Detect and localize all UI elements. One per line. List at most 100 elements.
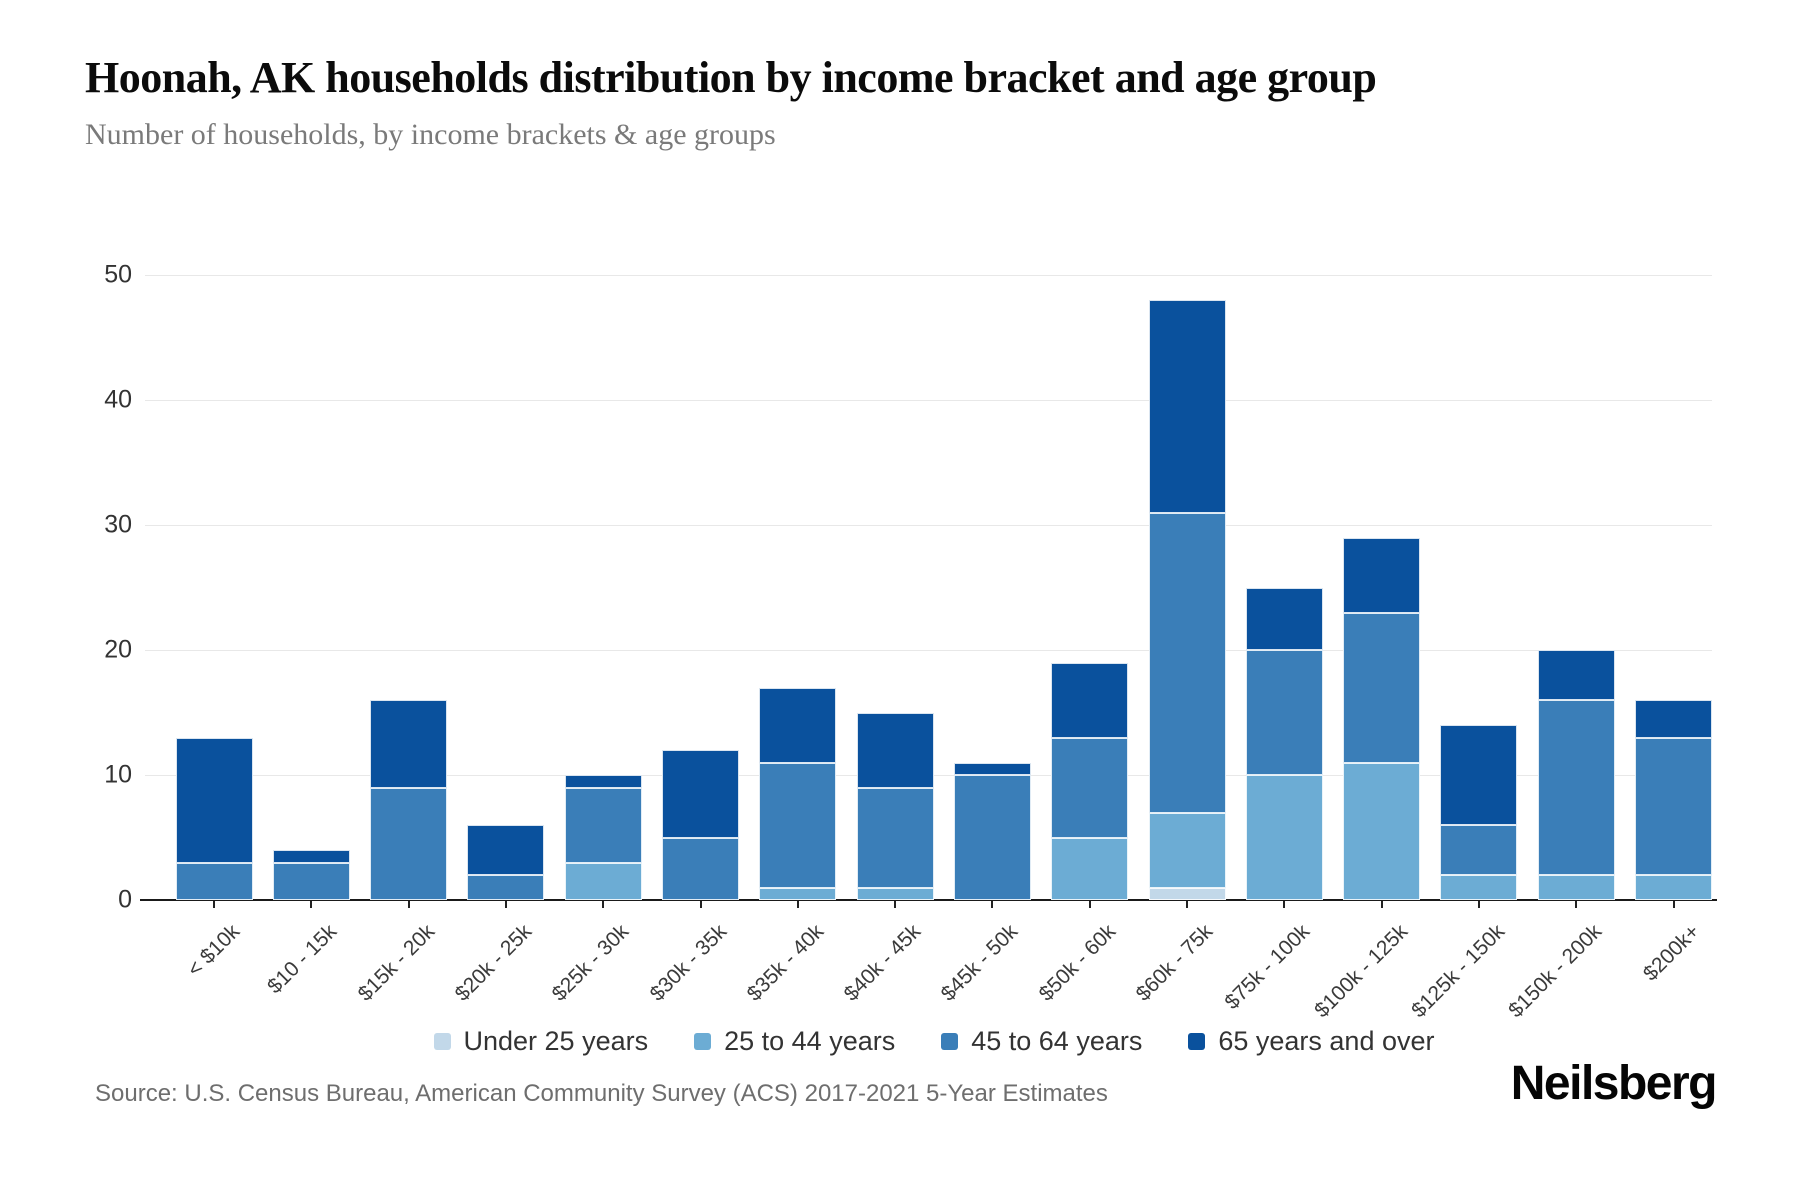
x-axis-tick	[1186, 901, 1188, 908]
legend-label: 65 years and over	[1218, 1026, 1435, 1056]
bar-segment[interactable]	[856, 712, 934, 788]
bar-segment[interactable]	[564, 862, 642, 900]
legend-swatch	[1188, 1033, 1206, 1050]
x-axis-tick-label: $30k - 35k	[645, 920, 731, 1006]
x-axis-tick-label: $100k - 125k	[1309, 920, 1412, 1023]
x-axis-tick-label: < $10k	[182, 920, 245, 982]
x-axis-tick	[796, 901, 799, 908]
bar-segment[interactable]	[1343, 612, 1421, 763]
neilsberg-logo: Neilsberg	[1510, 1057, 1718, 1110]
legend-label: Under 25 years	[463, 1026, 649, 1056]
bar-segment[interactable]	[467, 875, 545, 900]
x-axis-tick	[1380, 901, 1383, 908]
bar-segment[interactable]	[1440, 725, 1518, 825]
x-axis-tick-label: $35k - 40k	[742, 920, 829, 1006]
x-axis-tick	[1672, 901, 1675, 908]
bar-segment[interactable]	[1635, 700, 1712, 738]
legend-swatch	[941, 1033, 959, 1050]
bar-segment[interactable]	[953, 762, 1031, 775]
bar-segment[interactable]	[759, 687, 837, 763]
bar-segment[interactable]	[1245, 587, 1323, 650]
y-axis-tick-label: 30	[104, 510, 132, 539]
x-axis-tick	[1283, 901, 1286, 908]
bar-segment[interactable]	[564, 787, 642, 863]
bar-segment[interactable]	[370, 700, 448, 788]
bar-segment[interactable]	[1635, 875, 1712, 900]
y-axis-tick-label: 0	[118, 885, 132, 914]
x-axis-tick	[991, 901, 994, 908]
bar-segment[interactable]	[272, 850, 350, 863]
y-axis-tick-label: 40	[104, 385, 132, 414]
chart-legend: Under 25 years 25 to 44 years 45 to 64 yea…	[34, 1026, 1800, 1057]
x-axis-tick-label: $150k - 200k	[1504, 920, 1607, 1023]
page-title: Hoonah, AK households distribution by in…	[85, 53, 1377, 102]
x-axis-tick	[699, 901, 702, 908]
bar-segment[interactable]	[175, 862, 253, 900]
bar-segment[interactable]	[1051, 837, 1129, 900]
bar-segment[interactable]	[1635, 737, 1712, 875]
bar-segment[interactable]	[1440, 825, 1518, 875]
y-axis-tick-label: 50	[104, 260, 132, 289]
bar-segment[interactable]	[856, 787, 934, 888]
bar-segment[interactable]	[1537, 875, 1615, 900]
x-axis-tick-label: $125k - 150k	[1407, 920, 1510, 1023]
x-axis-tick	[407, 901, 410, 908]
gridline	[145, 525, 1712, 526]
x-axis-tick-label: $10 - 15k	[263, 920, 342, 999]
x-axis-tick	[602, 901, 605, 908]
bar-segment[interactable]	[856, 887, 934, 900]
bar-segment[interactable]	[759, 762, 837, 888]
legend-item[interactable]: Under 25 years	[433, 1026, 649, 1057]
x-axis-tick-label: $75k - 100k	[1220, 920, 1315, 1014]
bar-segment[interactable]	[564, 775, 642, 788]
bar-segment[interactable]	[1537, 650, 1615, 700]
bar-segment[interactable]	[662, 750, 739, 838]
bar-segment[interactable]	[1343, 537, 1421, 613]
page-subtitle: Number of households, by income brackets…	[85, 118, 776, 151]
x-axis-tick-label: $200k+	[1638, 920, 1704, 986]
bar-segment[interactable]	[953, 775, 1031, 900]
x-axis-tick-label: $50k - 60k	[1034, 920, 1120, 1006]
x-axis-tick-label: $40k - 45k	[839, 920, 926, 1006]
x-axis-tick-label: $25k - 30k	[547, 920, 634, 1006]
y-axis-tick-label: 10	[104, 760, 132, 789]
legend-item[interactable]: 45 to 64 years	[941, 1026, 1142, 1057]
bar-segment[interactable]	[1148, 812, 1226, 888]
bar-segment[interactable]	[662, 837, 739, 900]
x-axis-tick	[894, 901, 897, 908]
x-axis-tick	[213, 901, 215, 908]
legend-item[interactable]: 65 years and over	[1188, 1026, 1435, 1057]
x-axis-tick-label: $20k - 25k	[450, 920, 537, 1006]
bar-segment[interactable]	[1148, 512, 1226, 813]
legend-item[interactable]: 25 to 44 years	[694, 1026, 895, 1057]
x-axis-tick-label: $60k - 75k	[1131, 920, 1218, 1006]
bar-segment[interactable]	[1440, 875, 1518, 900]
legend-swatch	[433, 1033, 451, 1050]
bar-segment[interactable]	[272, 862, 350, 900]
gridline	[145, 275, 1712, 276]
x-axis-tick	[1088, 901, 1091, 908]
legend-swatch	[694, 1033, 712, 1050]
bar-segment[interactable]	[1148, 887, 1226, 900]
gridline	[145, 400, 1712, 401]
bar-segment[interactable]	[467, 825, 545, 875]
y-axis-tick-label: 20	[104, 635, 132, 664]
bar-segment[interactable]	[1537, 700, 1615, 875]
bar-segment[interactable]	[1343, 762, 1421, 900]
bar-segment[interactable]	[1148, 300, 1226, 513]
bar-segment[interactable]	[175, 737, 253, 863]
bar-segment[interactable]	[370, 787, 448, 900]
bar-segment[interactable]	[759, 887, 837, 900]
bar-segment[interactable]	[1051, 662, 1129, 738]
x-axis-tick	[1477, 901, 1480, 908]
x-axis-tick-label: $45k - 50k	[937, 920, 1023, 1006]
bar-segment[interactable]	[1245, 775, 1323, 900]
x-axis-tick	[504, 901, 507, 908]
legend-label: 45 to 64 years	[971, 1026, 1143, 1056]
bar-segment[interactable]	[1245, 650, 1323, 775]
legend-label: 25 to 44 years	[724, 1026, 896, 1056]
gridline	[145, 650, 1712, 651]
bar-segment[interactable]	[1051, 737, 1129, 838]
